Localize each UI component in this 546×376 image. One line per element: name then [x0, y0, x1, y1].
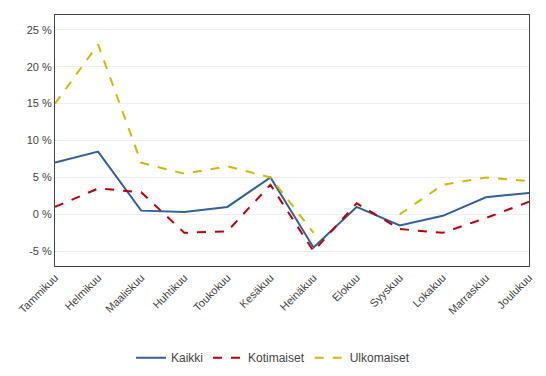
svg-text:Kotimaiset: Kotimaiset [248, 351, 305, 365]
svg-text:Huhtikuu: Huhtikuu [150, 272, 189, 311]
svg-text:Lokakuu: Lokakuu [410, 272, 448, 310]
svg-text:20 %: 20 % [27, 61, 52, 73]
svg-text:Heinäkuu: Heinäkuu [277, 272, 318, 313]
svg-text:Helmikuu: Helmikuu [62, 272, 103, 313]
svg-text:Kaikki: Kaikki [171, 351, 203, 365]
svg-text:Elokuu: Elokuu [330, 272, 362, 304]
svg-text:-5 %: -5 % [29, 245, 52, 257]
svg-text:5 %: 5 % [33, 171, 52, 183]
svg-text:Toukokuu: Toukokuu [191, 272, 233, 314]
svg-text:Tammikuu: Tammikuu [16, 272, 60, 316]
svg-text:Marraskuu: Marraskuu [446, 272, 491, 317]
svg-text:Syyskuu: Syyskuu [367, 272, 405, 310]
svg-text:15 %: 15 % [27, 97, 52, 109]
svg-text:Ulkomaiset: Ulkomaiset [350, 351, 410, 365]
svg-text:10 %: 10 % [27, 134, 52, 146]
svg-text:Joulukuu: Joulukuu [495, 272, 535, 312]
svg-text:0 %: 0 % [33, 208, 52, 220]
svg-text:25 %: 25 % [27, 24, 52, 36]
svg-text:Maaliskuu: Maaliskuu [103, 272, 147, 316]
svg-text:Kesäkuu: Kesäkuu [237, 272, 276, 311]
